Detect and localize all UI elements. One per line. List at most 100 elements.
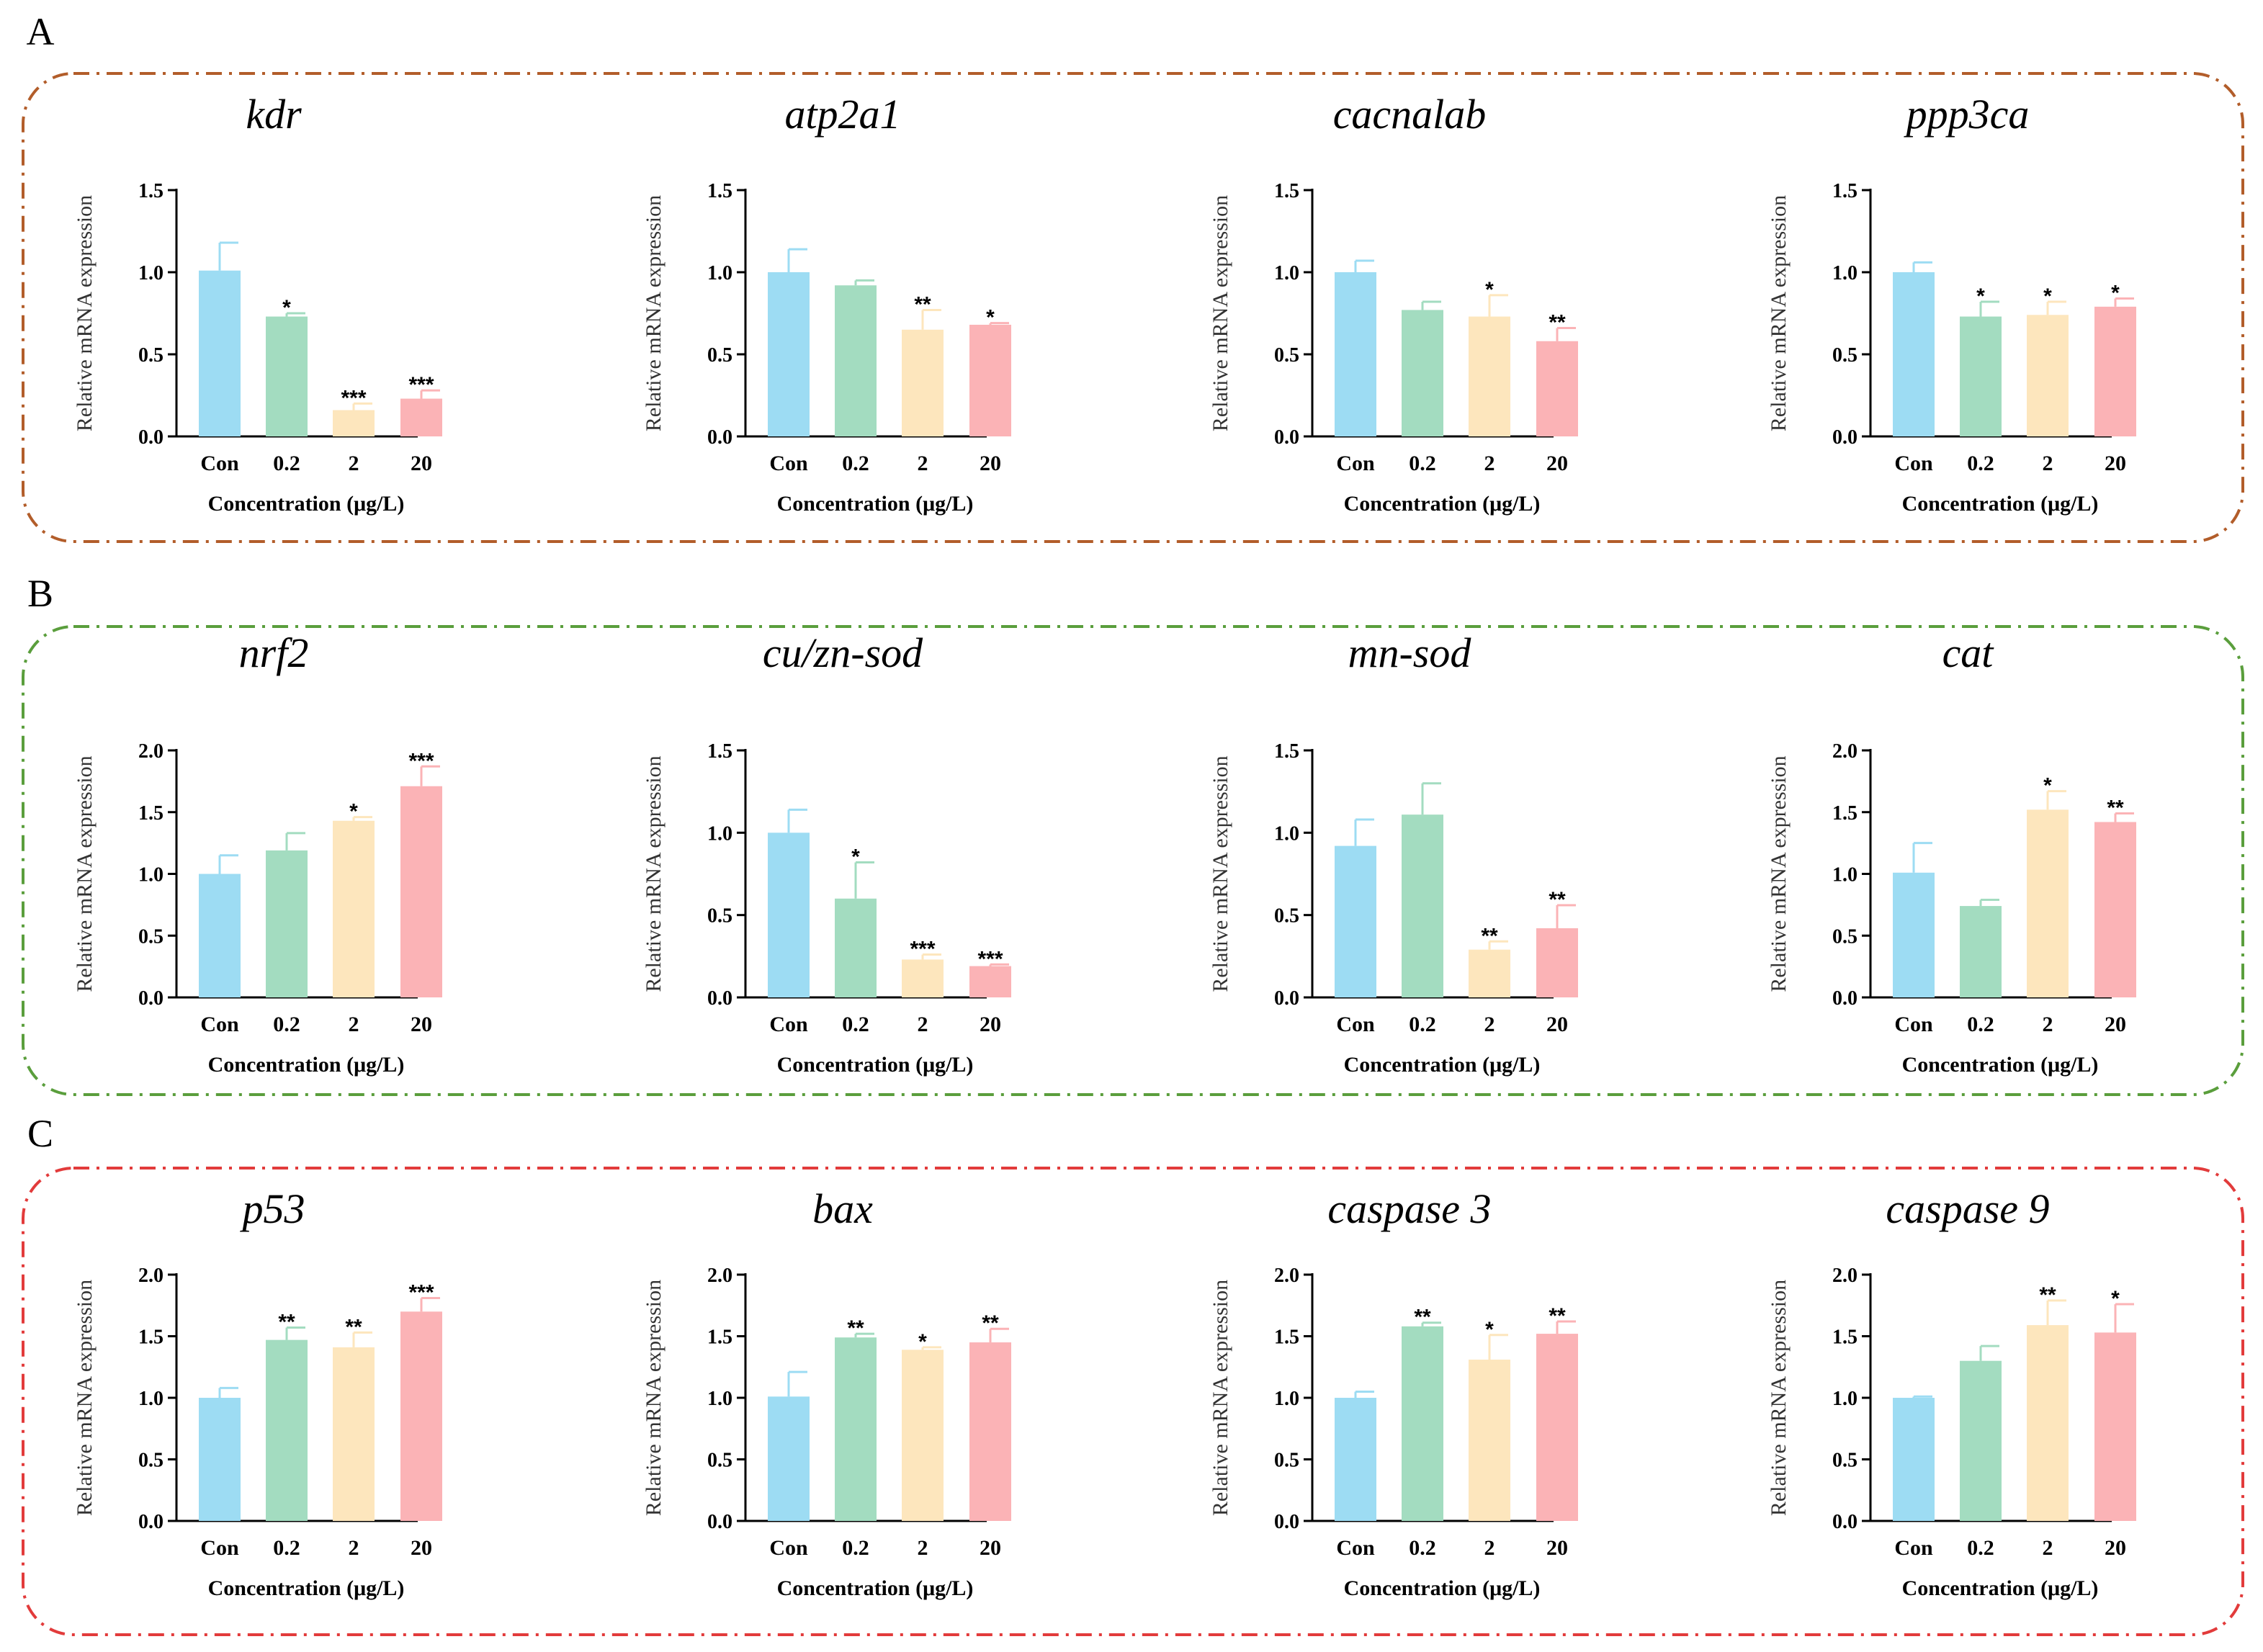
x-tick-label: Con xyxy=(1336,452,1375,475)
chart-cat: cat Relative mRNA expression 0.0 0.5 1.0 1.5 2… xyxy=(1767,629,2136,1077)
y-tick-label: 1.5 xyxy=(1832,1326,1858,1349)
y-axis-label: Relative mRNA expression xyxy=(73,1280,97,1516)
y-tick-label: 1.5 xyxy=(1274,740,1299,763)
y-tick-label: 0.5 xyxy=(138,925,163,948)
y-tick-label: 0.5 xyxy=(707,905,732,928)
x-axis-label: Concentration (μg/L) xyxy=(208,1576,405,1600)
y-tick-label: 1.0 xyxy=(707,1388,732,1410)
chart-caspase-3: caspase 3 Relative mRNA expression 0.0 0.5 1… xyxy=(1209,1185,1578,1600)
panel-a: A xyxy=(22,10,2244,543)
x-axis-label: Concentration (μg/L) xyxy=(1344,1576,1541,1600)
y-axis-label: Relative mRNA expression xyxy=(642,1280,666,1516)
significance-label: * xyxy=(349,800,358,824)
bar xyxy=(266,1339,308,1521)
significance-label: *** xyxy=(341,386,366,410)
y-axis-label: Relative mRNA expression xyxy=(1767,1280,1791,1516)
x-tick-label: Con xyxy=(1336,1013,1375,1036)
significance-label: *** xyxy=(977,947,1003,971)
y-tick-label: 0.0 xyxy=(138,1511,163,1533)
y-axis-label: Relative mRNA expression xyxy=(73,755,97,992)
y-tick-label: 1.0 xyxy=(1274,262,1299,284)
y-tick-label: 0.5 xyxy=(1832,344,1858,367)
y-tick-label: 0.0 xyxy=(707,987,732,1010)
bar xyxy=(1893,1398,1935,1521)
bar xyxy=(2027,809,2069,997)
chart-title: caspase 3 xyxy=(1327,1185,1491,1232)
bar xyxy=(1469,1359,1510,1521)
x-tick-label: 20 xyxy=(1546,1536,1568,1560)
bar xyxy=(400,786,442,997)
x-tick-label: 20 xyxy=(980,1536,1001,1560)
significance-label: *** xyxy=(910,938,935,961)
bar xyxy=(969,1342,1011,1521)
chart-title: cat xyxy=(1942,629,1995,676)
significance-label: ** xyxy=(1549,1304,1566,1328)
bar xyxy=(768,1396,810,1521)
panel-c: C xyxy=(22,1112,2244,1636)
x-axis-label: Concentration (μg/L) xyxy=(1902,1576,2099,1600)
x-tick-label: Con xyxy=(769,452,808,475)
bar xyxy=(1335,1398,1376,1521)
bar xyxy=(2027,315,2069,436)
x-axis-label: Concentration (μg/L) xyxy=(777,1576,974,1600)
x-tick-label: 20 xyxy=(2105,1536,2126,1560)
x-tick-label: 0.2 xyxy=(1409,1013,1436,1036)
y-tick-label: 0.5 xyxy=(138,344,163,367)
x-tick-label: 0.2 xyxy=(842,1013,869,1036)
y-tick-label: 0.5 xyxy=(1274,344,1299,367)
chart-title: nrf2 xyxy=(239,629,309,676)
significance-label: * xyxy=(2043,284,2052,308)
bar xyxy=(902,1350,944,1521)
y-axis-label: Relative mRNA expression xyxy=(642,195,666,431)
significance-label: ** xyxy=(278,1311,295,1334)
x-tick-label: 2 xyxy=(349,1536,359,1560)
y-tick-label: 1.5 xyxy=(1274,180,1299,202)
chart-bax: bax Relative mRNA expression 0.0 0.5 1.0 1.5 2… xyxy=(642,1185,1011,1600)
y-tick-label: 1.0 xyxy=(707,262,732,284)
significance-label: ** xyxy=(982,1311,999,1335)
x-tick-label: 20 xyxy=(980,452,1001,475)
bar xyxy=(835,898,877,997)
x-tick-label: Con xyxy=(200,1536,239,1560)
x-tick-label: 20 xyxy=(411,1013,432,1036)
significance-label: * xyxy=(1485,1318,1494,1342)
bar xyxy=(266,850,308,997)
chart-title: p53 xyxy=(240,1185,305,1232)
chart-title: ppp3ca xyxy=(1904,91,2030,138)
bar xyxy=(1335,272,1376,436)
significance-label: * xyxy=(2111,1287,2120,1311)
x-tick-label: 0.2 xyxy=(842,1536,869,1560)
significance-label: ** xyxy=(345,1315,362,1339)
x-axis-label: Concentration (μg/L) xyxy=(208,1053,405,1077)
y-axis-label: Relative mRNA expression xyxy=(1209,755,1232,992)
y-tick-label: 1.5 xyxy=(1832,180,1858,202)
chart-title: bax xyxy=(812,1185,873,1232)
bar xyxy=(835,285,877,436)
bar xyxy=(1536,341,1578,436)
x-tick-label: 0.2 xyxy=(273,1013,300,1036)
chart-p53: p53 Relative mRNA expression 0.0 0.5 1.0 1.5 2… xyxy=(73,1185,442,1600)
significance-label: ** xyxy=(2039,1283,2056,1307)
y-tick-label: 0.0 xyxy=(1274,987,1299,1010)
x-tick-label: 2 xyxy=(918,1536,928,1560)
y-tick-label: 1.0 xyxy=(138,864,163,886)
x-axis-label: Concentration (μg/L) xyxy=(208,492,405,516)
x-tick-label: 0.2 xyxy=(273,1536,300,1560)
y-tick-label: 2.0 xyxy=(138,740,163,763)
x-tick-label: 20 xyxy=(411,452,432,475)
significance-label: ** xyxy=(1549,888,1566,912)
x-tick-label: 0.2 xyxy=(273,452,300,475)
significance-label: ** xyxy=(2107,796,2124,820)
y-axis-label: Relative mRNA expression xyxy=(73,195,97,431)
y-tick-label: 0.0 xyxy=(707,1511,732,1533)
chart-title: cacnalab xyxy=(1333,91,1487,138)
significance-label: * xyxy=(282,296,291,320)
x-tick-label: 2 xyxy=(2043,452,2053,475)
significance-label: * xyxy=(1485,278,1494,302)
chart-kdr: kdr Relative mRNA expression 0.0 0.5 1.0 1.5 C… xyxy=(73,91,442,516)
x-tick-label: Con xyxy=(1894,452,1933,475)
chart-title: caspase 9 xyxy=(1886,1185,2049,1232)
y-tick-label: 2.0 xyxy=(707,1265,732,1287)
significance-label: *** xyxy=(408,373,434,397)
y-tick-label: 2.0 xyxy=(138,1265,163,1287)
